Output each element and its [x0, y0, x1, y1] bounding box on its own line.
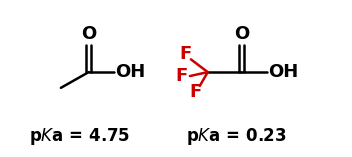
Text: O: O [234, 25, 249, 43]
Text: F: F [180, 45, 192, 63]
Text: F: F [190, 83, 202, 101]
Text: OH: OH [115, 63, 146, 81]
Text: p$\mathit{K}$a = 0.23: p$\mathit{K}$a = 0.23 [186, 126, 287, 147]
Text: OH: OH [268, 63, 298, 81]
Text: O: O [81, 25, 96, 43]
Text: F: F [176, 67, 188, 85]
Text: p$\mathit{K}$a = 4.75: p$\mathit{K}$a = 4.75 [29, 126, 131, 147]
